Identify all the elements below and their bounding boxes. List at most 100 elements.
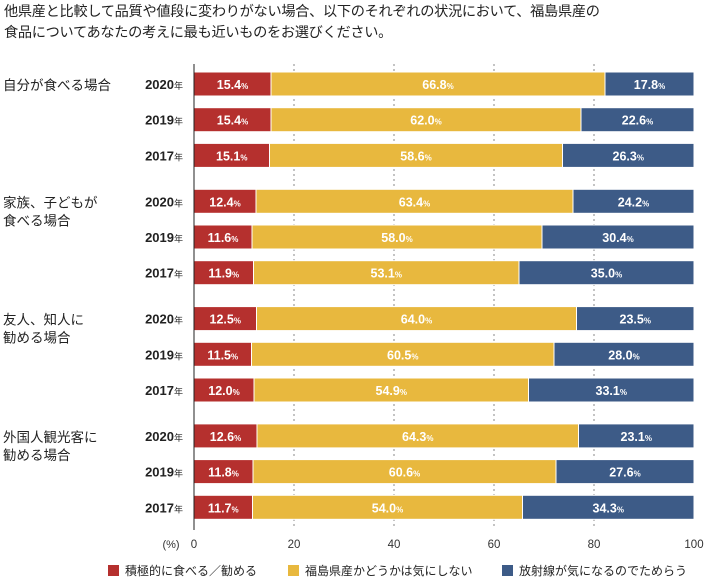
bar-value-label: 60.6% xyxy=(389,466,420,480)
x-tick-label: 20 xyxy=(288,539,301,551)
bar-segment xyxy=(193,260,254,286)
legend: 積極的に食べる／勧める 福島県産かどうかは気にしない 放射線が気になるのでためら… xyxy=(0,562,705,580)
bar-value-number: 33.1 xyxy=(596,384,620,398)
bar-segment xyxy=(193,107,272,133)
bar-value-number: 15.4 xyxy=(217,78,241,92)
year-label-suffix: 年 xyxy=(174,116,183,127)
bar-segment xyxy=(193,306,257,332)
bar-segment xyxy=(604,71,695,97)
bar-segment xyxy=(193,459,254,485)
year-label-number: 2017 xyxy=(145,383,174,398)
year-label: 2017年 xyxy=(145,383,183,398)
legend-label-positive: 積極的に食べる／勧める xyxy=(125,564,258,578)
bar-value-label: 54.0% xyxy=(372,501,403,515)
bar-value-unit: % xyxy=(241,82,248,91)
bar-value-label: 53.1% xyxy=(371,267,402,281)
bar-value-unit: % xyxy=(644,317,651,326)
year-label-suffix: 年 xyxy=(174,233,183,244)
bar-value-number: 30.4 xyxy=(602,231,626,245)
bar-value-label: 15.1% xyxy=(216,149,247,163)
bar-segment xyxy=(562,142,695,168)
year-label-suffix: 年 xyxy=(174,350,183,361)
bar-value-number: 23.5 xyxy=(620,313,644,327)
year-label: 2020年 xyxy=(145,312,183,327)
bar-value-label: 28.0% xyxy=(608,348,639,362)
bar-value-unit: % xyxy=(633,352,640,361)
bar-value-unit: % xyxy=(406,235,413,244)
bar-value-unit: % xyxy=(240,153,247,162)
bar-value-label: 66.8% xyxy=(422,78,453,92)
bar-segment xyxy=(193,423,258,449)
bar-segment xyxy=(193,377,255,403)
bar-value-label: 12.6% xyxy=(210,430,241,444)
bar-value-number: 63.4 xyxy=(399,195,423,209)
bar-value-unit: % xyxy=(646,118,653,127)
bar-segment xyxy=(270,71,606,97)
bar-value-label: 33.1% xyxy=(596,384,627,398)
bar-value-number: 23.1 xyxy=(621,430,645,444)
bar-value-unit: % xyxy=(627,235,634,244)
bar-value-number: 12.0 xyxy=(208,384,232,398)
bar-value-number: 64.0 xyxy=(401,313,425,327)
bar-value-label: 60.5% xyxy=(387,348,418,362)
legend-swatch-positive xyxy=(108,565,119,576)
bar-segment xyxy=(555,459,695,485)
year-label-suffix: 年 xyxy=(174,80,183,91)
year-label-number: 2017 xyxy=(145,266,174,281)
bar-value-number: 11.6 xyxy=(208,231,232,245)
bar-value-number: 26.3 xyxy=(613,149,637,163)
year-label: 2019年 xyxy=(145,465,183,480)
bar-value-unit: % xyxy=(634,470,641,479)
bar-segment xyxy=(256,423,579,449)
bar-value-unit: % xyxy=(234,434,241,443)
bar-segment xyxy=(553,341,695,367)
bar-value-number: 60.5 xyxy=(387,348,411,362)
year-label: 2020年 xyxy=(145,77,183,92)
group-label-line: 食べる場合 xyxy=(3,212,71,229)
bar-value-number: 60.6 xyxy=(389,466,413,480)
bar-value-number: 54.9 xyxy=(376,384,400,398)
group-label-line: 自分が食べる場合 xyxy=(3,77,111,94)
bar-value-unit: % xyxy=(234,199,241,208)
bar-value-label: 11.6% xyxy=(208,231,239,245)
bar-value-unit: % xyxy=(234,317,241,326)
bar-value-unit: % xyxy=(617,505,624,514)
year-label-number: 2019 xyxy=(145,230,174,245)
title-line-1: 他県産と比較して品質や値段に変わりがない場合、以下のそれぞれの状況において、福島… xyxy=(4,4,600,20)
bar-value-label: 24.2% xyxy=(618,195,649,209)
year-label: 2019年 xyxy=(145,230,183,245)
bar-segment xyxy=(256,306,577,332)
x-tick-label: 60 xyxy=(488,539,501,551)
x-tick-label: 40 xyxy=(388,539,401,551)
bar-segment xyxy=(528,377,695,403)
group-label: 自分が食べる場合 xyxy=(3,77,111,94)
bar-value-number: 11.8 xyxy=(208,466,232,480)
year-label-number: 2019 xyxy=(145,347,174,362)
year-label-suffix: 年 xyxy=(174,386,183,397)
year-label: 2017年 xyxy=(145,148,183,163)
bar-segment xyxy=(270,107,582,133)
legend-item-neutral: 福島県産かどうかは気にしない xyxy=(288,562,473,579)
bar-value-label: 12.0% xyxy=(208,384,239,398)
bar-value-label: 12.5% xyxy=(210,313,241,327)
bar-value-number: 11.5 xyxy=(207,348,231,362)
bar-value-unit: % xyxy=(642,199,649,208)
bar-value-unit: % xyxy=(615,271,622,280)
group-label-line: 勧める場合 xyxy=(3,447,71,464)
bar-value-number: 54.0 xyxy=(372,501,396,515)
bar-value-label: 30.4% xyxy=(602,231,633,245)
bar-segment xyxy=(578,423,695,449)
bar-value-unit: % xyxy=(411,352,418,361)
year-label: 2019年 xyxy=(145,347,183,362)
bar-value-label: 22.6% xyxy=(622,114,653,128)
bar-value-unit: % xyxy=(620,388,627,397)
bar-value-label: 11.7% xyxy=(208,501,239,515)
bar-segment xyxy=(522,494,695,520)
bar-segment xyxy=(572,188,695,214)
bar-segment xyxy=(253,260,520,286)
bar-value-unit: % xyxy=(241,118,248,127)
bar-value-label: 54.9% xyxy=(376,384,407,398)
bar-value-unit: % xyxy=(423,199,430,208)
bar-value-number: 62.0 xyxy=(410,114,434,128)
year-label-number: 2020 xyxy=(145,312,174,327)
